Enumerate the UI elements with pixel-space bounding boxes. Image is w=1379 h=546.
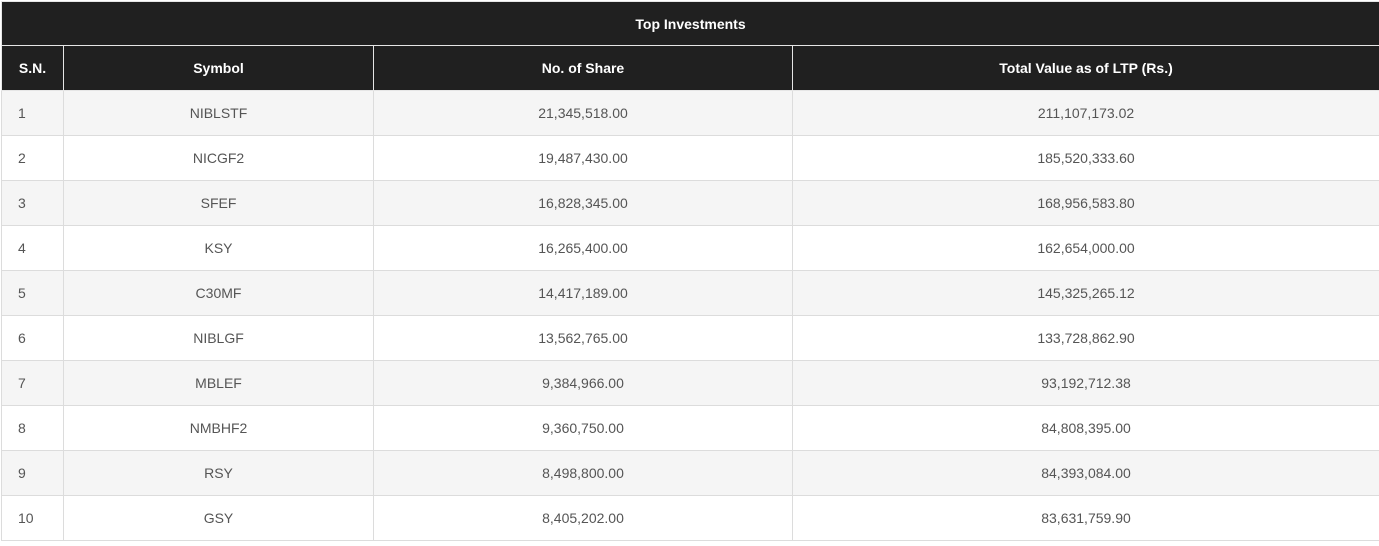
- header-shares: No. of Share: [373, 45, 793, 91]
- cell-shares: 19,487,430.00: [373, 135, 793, 181]
- table-row: 3 SFEF 16,828,345.00 168,956,583.80: [1, 180, 1379, 226]
- cell-value: 168,956,583.80: [791, 180, 1379, 226]
- table-title: Top Investments: [0, 1, 1379, 46]
- cell-sn: 7: [1, 360, 64, 406]
- cell-value: 162,654,000.00: [791, 225, 1379, 271]
- cell-value: 93,192,712.38: [791, 360, 1379, 406]
- table-row: 8 NMBHF2 9,360,750.00 84,808,395.00: [1, 405, 1379, 451]
- cell-symbol: SFEF: [63, 180, 374, 226]
- cell-symbol: NIBLGF: [63, 315, 374, 361]
- cell-shares: 9,384,966.00: [373, 360, 793, 406]
- cell-symbol: NMBHF2: [63, 405, 374, 451]
- table-row: 2 NICGF2 19,487,430.00 185,520,333.60: [1, 135, 1379, 181]
- cell-sn: 2: [1, 135, 64, 181]
- cell-symbol: NICGF2: [63, 135, 374, 181]
- table-row: 6 NIBLGF 13,562,765.00 133,728,862.90: [1, 315, 1379, 361]
- cell-shares: 21,345,518.00: [373, 90, 793, 136]
- cell-symbol: GSY: [63, 495, 374, 541]
- table-row: 1 NIBLSTF 21,345,518.00 211,107,173.02: [1, 90, 1379, 136]
- cell-sn: 4: [1, 225, 64, 271]
- cell-symbol: NIBLSTF: [63, 90, 374, 136]
- table-row: 4 KSY 16,265,400.00 162,654,000.00: [1, 225, 1379, 271]
- cell-shares: 13,562,765.00: [373, 315, 793, 361]
- cell-sn: 5: [1, 270, 64, 316]
- table-row: 7 MBLEF 9,384,966.00 93,192,712.38: [1, 360, 1379, 406]
- cell-sn: 10: [1, 495, 64, 541]
- table-title-row: Top Investments: [0, 1, 1379, 46]
- cell-symbol: MBLEF: [63, 360, 374, 406]
- cell-sn: 1: [1, 90, 64, 136]
- cell-symbol: KSY: [63, 225, 374, 271]
- cell-shares: 9,360,750.00: [373, 405, 793, 451]
- cell-value: 185,520,333.60: [791, 135, 1379, 181]
- cell-shares: 16,828,345.00: [373, 180, 793, 226]
- cell-value: 145,325,265.12: [791, 270, 1379, 316]
- cell-sn: 9: [1, 450, 64, 496]
- cell-value: 84,393,084.00: [791, 450, 1379, 496]
- table-body: 1 NIBLSTF 21,345,518.00 211,107,173.02 2…: [1, 90, 1379, 541]
- table-header-row: S.N. Symbol No. of Share Total Value as …: [1, 45, 1379, 91]
- cell-value: 133,728,862.90: [791, 315, 1379, 361]
- header-symbol: Symbol: [63, 45, 374, 91]
- header-value: Total Value as of LTP (Rs.): [791, 45, 1379, 91]
- cell-shares: 8,498,800.00: [373, 450, 793, 496]
- header-sn: S.N.: [1, 45, 64, 91]
- cell-symbol: C30MF: [63, 270, 374, 316]
- table-row: 10 GSY 8,405,202.00 83,631,759.90: [1, 495, 1379, 541]
- cell-value: 211,107,173.02: [791, 90, 1379, 136]
- cell-symbol: RSY: [63, 450, 374, 496]
- cell-value: 83,631,759.90: [791, 495, 1379, 541]
- table-row: 9 RSY 8,498,800.00 84,393,084.00: [1, 450, 1379, 496]
- cell-sn: 8: [1, 405, 64, 451]
- cell-sn: 6: [1, 315, 64, 361]
- cell-shares: 8,405,202.00: [373, 495, 793, 541]
- cell-value: 84,808,395.00: [791, 405, 1379, 451]
- table-row: 5 C30MF 14,417,189.00 145,325,265.12: [1, 270, 1379, 316]
- cell-shares: 16,265,400.00: [373, 225, 793, 271]
- cell-sn: 3: [1, 180, 64, 226]
- cell-shares: 14,417,189.00: [373, 270, 793, 316]
